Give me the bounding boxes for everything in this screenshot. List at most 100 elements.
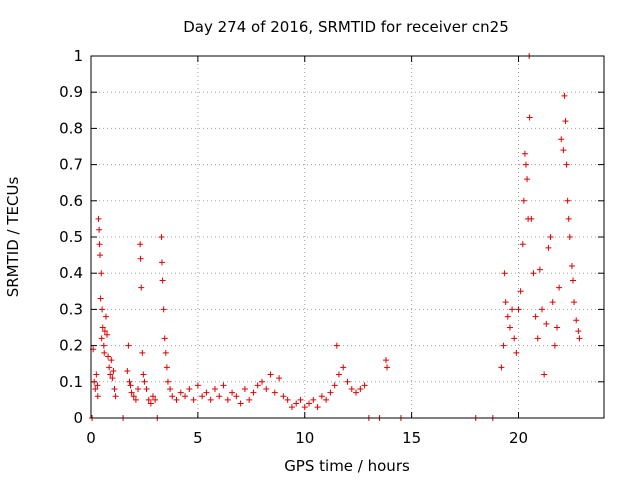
data-point	[556, 284, 563, 291]
data-point	[513, 349, 520, 356]
data-point	[161, 335, 168, 342]
y-tick-label: 0	[73, 409, 83, 427]
data-point	[568, 262, 575, 269]
data-point	[158, 259, 165, 266]
data-point	[124, 367, 131, 374]
y-tick-label: 0.2	[59, 337, 83, 355]
data-point	[532, 313, 539, 320]
data-point	[517, 288, 524, 295]
data-point	[163, 364, 170, 371]
data-point	[521, 150, 528, 157]
data-point	[237, 400, 244, 407]
data-point	[565, 215, 572, 222]
data-point	[361, 382, 368, 389]
data-point	[160, 306, 167, 313]
data-point	[340, 364, 347, 371]
data-point	[353, 389, 360, 396]
data-point	[502, 299, 509, 306]
data-point	[173, 396, 180, 403]
data-point	[164, 378, 171, 385]
data-point	[545, 244, 552, 251]
data-point	[162, 349, 169, 356]
y-tick-label: 0.8	[59, 119, 83, 137]
data-point	[288, 404, 295, 411]
data-point	[177, 389, 184, 396]
data-point	[547, 234, 554, 240]
data-point	[327, 389, 334, 396]
y-tick-label: 0.4	[59, 264, 83, 282]
data-point	[382, 357, 389, 364]
data-point	[101, 349, 108, 356]
data-point	[522, 161, 529, 168]
data-point	[99, 306, 106, 313]
data-point	[348, 386, 355, 393]
data-point	[306, 400, 313, 407]
data-point	[92, 386, 99, 393]
data-point	[276, 375, 283, 382]
data-point	[530, 270, 537, 277]
data-point	[94, 382, 101, 389]
data-point	[211, 386, 218, 393]
data-point	[108, 357, 115, 364]
data-point	[140, 371, 147, 378]
data-point	[104, 331, 111, 338]
data-point	[101, 328, 108, 335]
data-point	[280, 393, 287, 400]
data-point	[543, 320, 550, 327]
data-point	[509, 306, 516, 313]
data-point	[575, 328, 582, 335]
data-point	[331, 382, 338, 389]
data-point	[301, 404, 308, 411]
data-point	[128, 389, 135, 396]
data-point	[284, 396, 291, 403]
x-tick-label: 0	[86, 429, 96, 447]
y-tick-label: 0.5	[59, 228, 83, 246]
data-point	[130, 393, 137, 400]
data-point	[167, 386, 174, 393]
data-point	[98, 270, 105, 277]
data-point	[111, 386, 118, 393]
data-point	[549, 299, 556, 306]
data-point	[106, 364, 113, 371]
y-tick-label: 0.9	[59, 83, 83, 101]
data-point	[158, 234, 165, 240]
data-point	[152, 396, 159, 403]
data-point	[127, 382, 134, 389]
data-point	[571, 299, 578, 306]
data-point	[335, 371, 342, 378]
data-point	[220, 382, 227, 389]
y-tick-label: 1	[73, 47, 83, 65]
data-point	[344, 378, 351, 385]
x-tick-label: 5	[193, 429, 203, 447]
data-point	[137, 241, 144, 248]
data-point	[357, 386, 364, 393]
x-axis-label: GPS time / hours	[284, 457, 410, 475]
data-point	[563, 161, 570, 168]
data-point	[498, 364, 505, 371]
data-point	[541, 371, 548, 378]
y-tick-label: 0.1	[59, 373, 83, 391]
data-point	[137, 255, 144, 262]
data-point	[576, 335, 583, 342]
data-point	[199, 393, 206, 400]
data-point	[241, 386, 248, 393]
data-point	[126, 378, 133, 385]
data-point	[539, 306, 546, 313]
data-point	[501, 270, 508, 277]
data-point	[159, 277, 166, 284]
data-point	[263, 386, 270, 393]
data-point	[203, 389, 210, 396]
data-point	[551, 342, 558, 349]
x-tick-label: 15	[402, 429, 421, 447]
data-point	[526, 114, 533, 121]
data-point	[182, 393, 189, 400]
data-point	[169, 393, 176, 400]
data-point	[107, 371, 114, 378]
data-point	[558, 136, 565, 143]
data-point	[536, 266, 543, 273]
data-point	[506, 324, 513, 331]
plot-frame	[90, 55, 605, 419]
data-point	[259, 378, 265, 385]
x-tick-label: 20	[509, 429, 528, 447]
data-point	[96, 226, 103, 233]
